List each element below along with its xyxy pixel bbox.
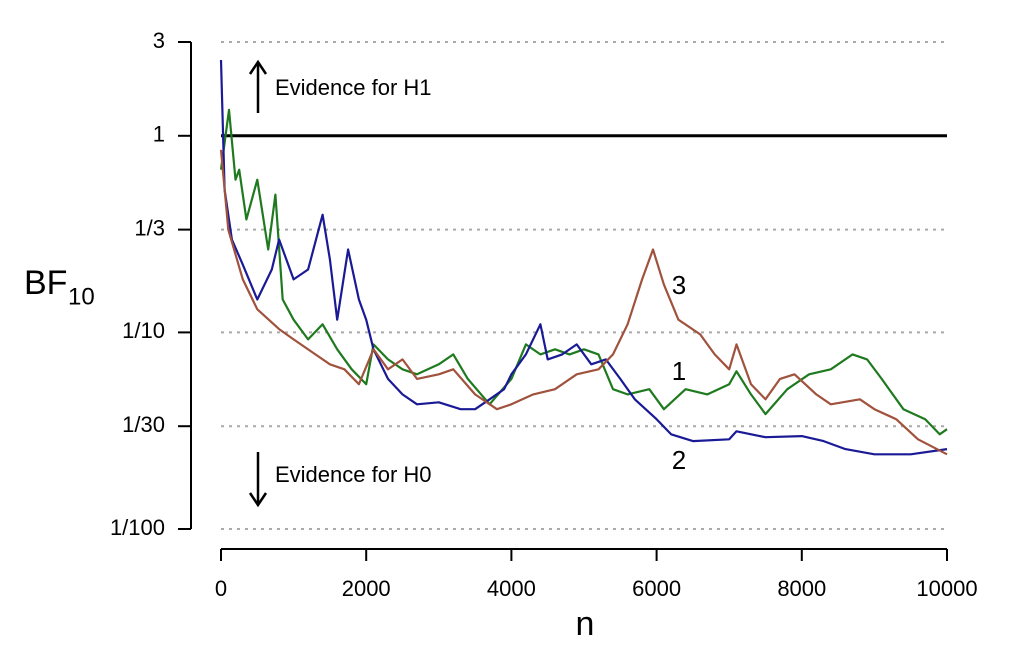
- x-tick-label: 4000: [487, 576, 536, 601]
- arrow-head-down: [248, 492, 268, 508]
- series-label: 1: [672, 356, 686, 386]
- y-tick-label: 3: [153, 28, 165, 53]
- y-tick-label: 1/30: [122, 412, 165, 437]
- annotation-h1: Evidence for H1: [275, 75, 432, 100]
- series-line: [219, 149, 948, 456]
- y-tick-label: 1: [153, 122, 165, 147]
- x-tick-label: 2000: [342, 576, 391, 601]
- y-axis-label: BF: [24, 264, 67, 302]
- x-axis-label: n: [576, 605, 595, 643]
- x-tick-label: 6000: [632, 576, 681, 601]
- x-tick-label: 0: [215, 576, 227, 601]
- x-tick-label: 8000: [777, 576, 826, 601]
- series-label: 2: [672, 445, 686, 475]
- y-tick-label: 1/100: [110, 515, 165, 540]
- series-label: 3: [672, 270, 686, 300]
- series-line: [219, 108, 948, 436]
- y-axis-label-subscript: 10: [68, 283, 95, 310]
- annotation-h0: Evidence for H0: [275, 462, 432, 487]
- y-tick-label: 1/10: [122, 318, 165, 343]
- x-tick-label: 10000: [916, 576, 977, 601]
- series-line: [219, 59, 948, 456]
- arrow-head-up: [248, 59, 268, 75]
- y-tick-label: 1/3: [134, 215, 165, 240]
